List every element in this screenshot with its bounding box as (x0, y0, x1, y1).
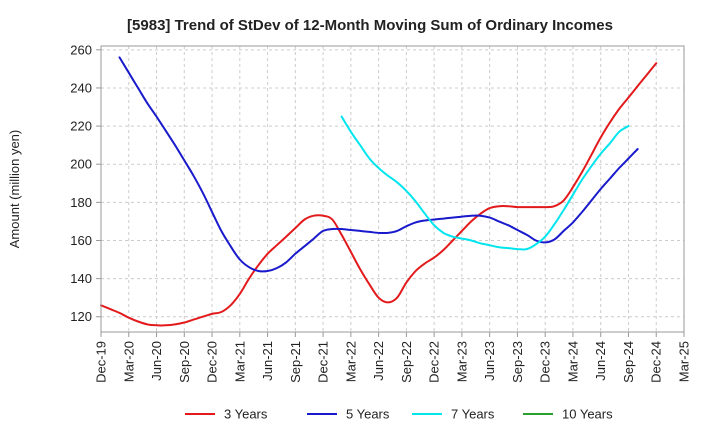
x-tick-label: Sep-24 (621, 341, 636, 383)
legend-label-10-years: 10 Years (562, 407, 613, 422)
y-tick-label: 140 (70, 271, 92, 286)
series-line-5-years (118, 56, 639, 273)
x-tick-label: Dec-20 (205, 341, 220, 383)
legend-label-5-years: 5 Years (346, 407, 390, 422)
x-tick-label: Jun-22 (371, 341, 386, 381)
legend: 3 Years 5 Years 7 Years 10 Years (185, 407, 613, 422)
x-tick-label: Dec-19 (94, 341, 109, 383)
x-axis: Dec-19 Mar-20 Jun-20 Sep-20 Dec-20 Mar-21 Jun-… (94, 332, 692, 383)
x-tick-label: Sep-23 (510, 341, 525, 383)
grid-lines (100, 46, 685, 332)
x-tick-label: Sep-20 (177, 341, 192, 383)
y-tick-label: 260 (70, 42, 92, 57)
x-tick-label: Mar-24 (565, 341, 580, 382)
y-tick-label: 240 (70, 80, 92, 95)
x-tick-label: Sep-21 (288, 341, 303, 383)
x-tick-label: Dec-24 (649, 341, 664, 383)
y-axis-title: Amount (million yen) (7, 130, 22, 249)
y-axis: 120 140 160 180 200 220 240 260 (70, 42, 101, 324)
x-tick-label: Dec-23 (538, 341, 553, 383)
series-line-7-years (340, 115, 630, 251)
x-tick-label: Mar-25 (677, 341, 692, 382)
y-tick-label: 120 (70, 309, 92, 324)
x-tick-label: Mar-20 (121, 341, 136, 382)
series-lines (100, 56, 658, 327)
legend-label-3-years: 3 Years (224, 407, 268, 422)
x-tick-label: Jun-20 (149, 341, 164, 381)
y-tick-label: 160 (70, 233, 92, 248)
x-tick-label: Jun-24 (593, 341, 608, 381)
x-tick-label: Dec-22 (427, 341, 442, 383)
y-tick-label: 220 (70, 119, 92, 134)
x-tick-label: Jun-21 (260, 341, 275, 381)
series-line-3-years (100, 62, 658, 327)
x-tick-label: Sep-22 (399, 341, 414, 383)
x-tick-label: Jun-23 (482, 341, 497, 381)
y-tick-label: 180 (70, 195, 92, 210)
y-tick-label: 200 (70, 157, 92, 172)
x-tick-label: Mar-23 (454, 341, 469, 382)
x-tick-label: Mar-22 (343, 341, 358, 382)
plot-area-frame (100, 45, 685, 333)
chart-title: [5983] Trend of StDev of 12-Month Moving… (127, 17, 613, 34)
legend-label-7-years: 7 Years (451, 407, 495, 422)
x-tick-label: Dec-21 (316, 341, 331, 383)
x-tick-label: Mar-21 (232, 341, 247, 382)
